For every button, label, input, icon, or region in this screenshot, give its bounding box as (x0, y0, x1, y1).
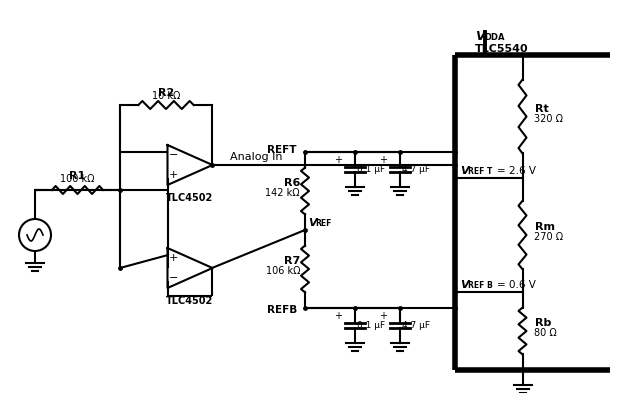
Text: R7: R7 (284, 256, 300, 266)
Text: TLC4502: TLC4502 (166, 193, 214, 203)
Text: +: + (169, 253, 178, 263)
Text: 320 Ω: 320 Ω (535, 114, 563, 123)
Text: V: V (460, 166, 469, 176)
Text: +: + (379, 155, 387, 165)
Text: +: + (334, 155, 342, 165)
Text: REFB: REFB (267, 305, 297, 315)
Text: 10 kΩ: 10 kΩ (152, 91, 180, 101)
Text: +: + (379, 311, 387, 321)
Text: REFT: REFT (268, 145, 297, 155)
Text: R6: R6 (284, 178, 300, 188)
Text: Analog In: Analog In (230, 152, 283, 162)
Text: = 0.6 V: = 0.6 V (497, 280, 536, 290)
Text: REF B: REF B (468, 281, 492, 290)
Text: 0.1 μF: 0.1 μF (357, 321, 385, 330)
Text: −: − (169, 150, 178, 160)
Text: Rt: Rt (535, 103, 548, 114)
Text: V: V (460, 280, 469, 290)
Text: DDA: DDA (484, 33, 504, 42)
Text: V: V (308, 218, 317, 228)
Text: Rb: Rb (535, 318, 551, 328)
Text: REF: REF (315, 219, 332, 228)
Text: = 2.6 V: = 2.6 V (497, 166, 536, 176)
Text: TLC5540: TLC5540 (475, 44, 528, 54)
Text: 270 Ω: 270 Ω (535, 232, 564, 242)
Text: V: V (475, 31, 484, 44)
Text: 0.1 μF: 0.1 μF (357, 165, 385, 174)
Text: R1: R1 (70, 171, 86, 181)
Text: TLC4502: TLC4502 (166, 296, 214, 306)
Text: +: + (169, 170, 178, 180)
Text: +: + (334, 311, 342, 321)
Text: R2: R2 (158, 88, 174, 98)
Text: 80 Ω: 80 Ω (535, 328, 557, 338)
Text: REF T: REF T (468, 167, 492, 176)
Text: 142 kΩ: 142 kΩ (265, 188, 300, 198)
Text: 100 kΩ: 100 kΩ (60, 174, 95, 184)
Text: 106 kΩ: 106 kΩ (266, 266, 300, 276)
Text: 4.7 μF: 4.7 μF (402, 321, 430, 330)
Text: Rm: Rm (535, 222, 555, 232)
Text: −: − (169, 273, 178, 283)
Text: 4.7 μF: 4.7 μF (402, 165, 430, 174)
